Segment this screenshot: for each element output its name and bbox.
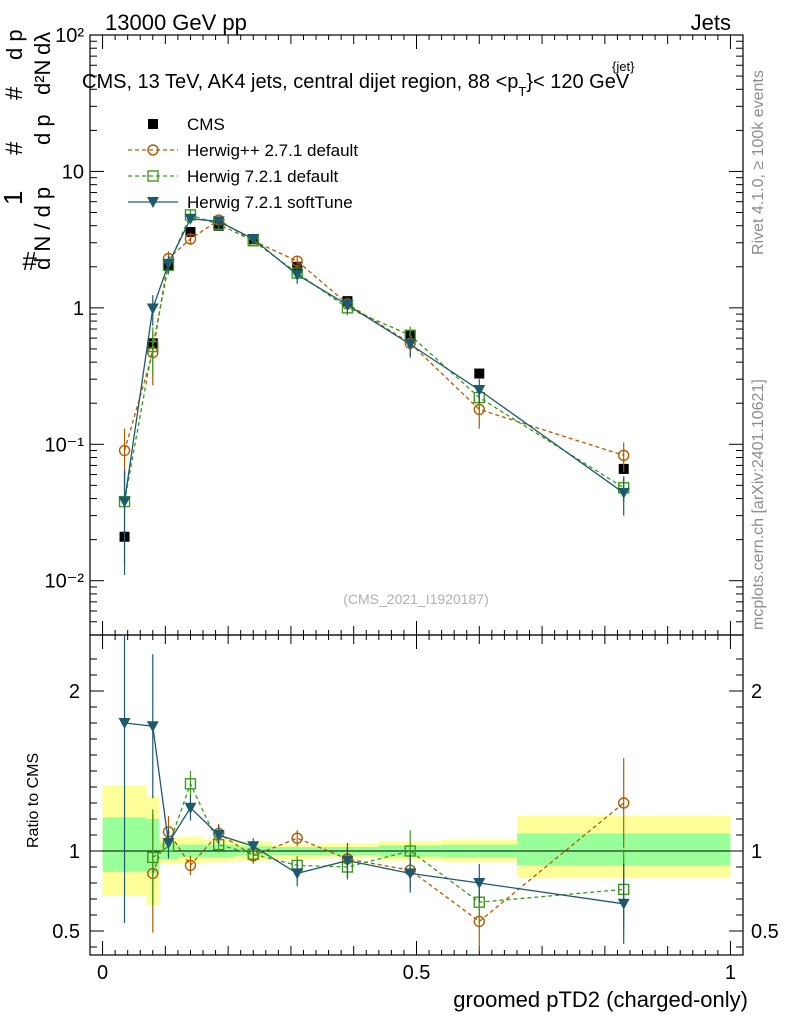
rivet-version-text: Rivet 4.1.0, ≥ 100k events — [750, 70, 767, 255]
data-point — [118, 496, 131, 508]
legend-marker — [148, 119, 158, 129]
ratio-point — [184, 802, 197, 814]
data-point — [473, 384, 486, 396]
data-point — [404, 339, 417, 351]
legend-label: Herwig 7.2.1 default — [187, 167, 338, 186]
data-point — [184, 233, 197, 245]
svg-text:d p: d p — [2, 29, 27, 60]
x-tick-label: 0 — [97, 962, 108, 984]
data-point — [212, 216, 225, 228]
y-axis-label: # d N / d p 1 # d p # d²N d p dλ — [0, 29, 55, 276]
ratio-marks — [118, 635, 630, 951]
ratio-point — [162, 838, 175, 849]
axes: 10⁻² 10⁻¹ 1 10 10² 0 0.5 1 0.5 0.5 1 1 2 2 — [45, 25, 779, 984]
ratio-point — [147, 851, 159, 864]
data-point — [162, 258, 175, 270]
svg-text:#: # — [1, 86, 28, 100]
ratio-y-tick-label-right: 0.5 — [751, 921, 779, 943]
data-point — [146, 303, 159, 315]
ratio-point — [341, 855, 354, 867]
svg-text:dλ: dλ — [30, 32, 55, 55]
ratio-series-line — [152, 802, 625, 923]
data-point — [341, 299, 354, 311]
data-point — [474, 368, 485, 379]
svg-text:d p: d p — [30, 114, 55, 145]
svg-text:{jet}: {jet} — [612, 59, 635, 74]
ratio-point — [118, 718, 131, 729]
y-tick-label: 10⁻² — [45, 571, 85, 593]
y-tick-label: 10 — [62, 161, 84, 183]
legend-marker — [147, 197, 159, 208]
analysis-id: (CMS_2021_I1920187) — [343, 591, 489, 607]
data-point — [617, 487, 630, 499]
ratio-point — [617, 898, 630, 910]
ratio-plot-frame — [89, 634, 744, 956]
data-point — [118, 444, 131, 457]
ratio-y-tick-label: 0.5 — [52, 921, 80, 943]
ratio-y-tick-label: 1 — [69, 841, 80, 863]
x-tick-label: 1 — [725, 962, 736, 984]
svg-text:d N / d p: d N / d p — [30, 187, 55, 270]
header-left: 13000 GeV pp — [105, 10, 247, 35]
series-line — [123, 218, 625, 502]
ratio-y-axis-label: Ratio to CMS — [25, 753, 42, 848]
series-line — [123, 219, 624, 456]
y-tick-label: 10⁻¹ — [45, 434, 85, 456]
svg-text:d²N: d²N — [30, 60, 55, 95]
ratio-point — [291, 832, 303, 844]
legend-label: CMS — [187, 115, 225, 134]
x-tick-label: 0.5 — [403, 962, 431, 984]
data-point — [618, 449, 630, 462]
ratio-y-tick-label-right: 1 — [751, 841, 762, 863]
legend-marker — [147, 144, 159, 156]
svg-text:#: # — [1, 141, 28, 155]
main-marks — [118, 209, 630, 576]
x-axis-label: groomed pTD2 (charged-only) — [453, 987, 748, 1012]
y-tick-label: 10² — [55, 25, 84, 47]
plot-title: CMS, 13 TeV, AK4 jets, central dijet reg… — [82, 59, 635, 99]
ratio-y-tick-label: 2 — [69, 681, 80, 703]
series-line — [123, 214, 625, 502]
legend-marker — [147, 170, 159, 182]
ratio-point — [291, 868, 304, 880]
ratio-point — [146, 721, 159, 733]
data-point — [291, 269, 304, 281]
legend: CMS Herwig++ 2.7.1 default Herwig 7.2.1 de… — [128, 115, 358, 212]
y-tick-label: 1 — [73, 298, 84, 320]
ratio-y-tick-label-right: 2 — [751, 681, 762, 703]
ratio-point — [184, 859, 197, 872]
svg-text:#: # — [22, 246, 37, 276]
data-point — [184, 213, 197, 225]
header-right: Jets — [691, 10, 731, 35]
legend-label: Herwig++ 2.7.1 default — [187, 141, 358, 160]
data-point — [247, 233, 260, 245]
legend-label: Herwig 7.2.1 softTune — [187, 193, 353, 212]
svg-text:1: 1 — [0, 191, 28, 205]
ratio-point — [212, 830, 225, 841]
ratio-point — [247, 841, 260, 853]
ratio-point — [618, 797, 630, 809]
ratio-point — [473, 878, 486, 889]
ratio-point — [184, 778, 197, 790]
ratio-point — [404, 868, 417, 880]
mcplots-reference-text: mcplots.cern.ch [arXiv:2401.10621] — [750, 379, 767, 630]
data-point — [291, 255, 303, 267]
data-point — [185, 226, 196, 237]
svg-text:CMS, 13 TeV, AK4 jets, central: CMS, 13 TeV, AK4 jets, central dijet reg… — [82, 71, 630, 99]
